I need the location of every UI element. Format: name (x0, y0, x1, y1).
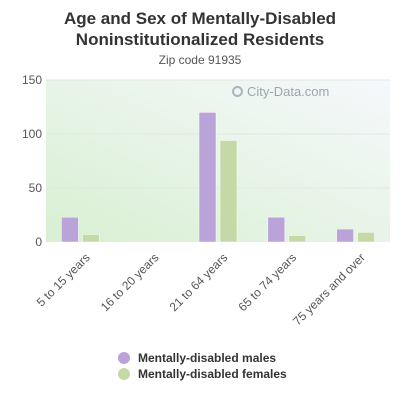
bar-males-2[interactable] (198, 112, 217, 243)
chart-title-line1: Age and Sex of Mentally-Disabled (63, 9, 337, 28)
y-tick-label: 0 (35, 235, 42, 249)
chart-subtitle: Zip code 91935 (158, 53, 242, 67)
y-tick-label: 50 (29, 181, 43, 195)
chart-title-line2: Noninstitutionalized Residents (75, 30, 325, 49)
legend-swatch-females (118, 368, 130, 380)
bar-males-4[interactable] (336, 228, 354, 243)
x-tick-label: 65 to 74 years (235, 250, 299, 314)
legend-swatch-males (118, 352, 130, 364)
bar-females-4[interactable] (357, 232, 375, 243)
legend: Mentally-disabled males Mentally-disable… (118, 350, 287, 382)
bar-females-2[interactable] (219, 140, 238, 243)
bar-males-3[interactable] (267, 216, 286, 243)
bar-males-0[interactable] (61, 216, 79, 243)
x-tick-label: 5 to 15 years (34, 250, 93, 309)
legend-item-males: Mentally-disabled males (118, 350, 287, 366)
legend-label-males: Mentally-disabled males (138, 351, 277, 365)
y-tick-label: 100 (22, 127, 42, 141)
watermark-text: City-Data.com (247, 84, 330, 99)
x-tick-label: 75 years and over (290, 250, 368, 328)
legend-item-females: Mentally-disabled females (118, 366, 287, 382)
bar-females-0[interactable] (82, 234, 100, 243)
plot-area (46, 80, 390, 242)
bar-females-3[interactable] (288, 235, 307, 243)
watermark: City-Data.com (232, 84, 329, 99)
x-tick-label: 21 to 64 years (167, 250, 231, 314)
chart-title: Age and Sex of Mentally-Disabled Noninst… (0, 8, 400, 50)
legend-label-females: Mentally-disabled females (138, 367, 287, 381)
y-tick-label: 150 (22, 73, 42, 87)
x-tick-label: 16 to 20 years (98, 250, 162, 314)
magnifier-icon (232, 86, 243, 97)
